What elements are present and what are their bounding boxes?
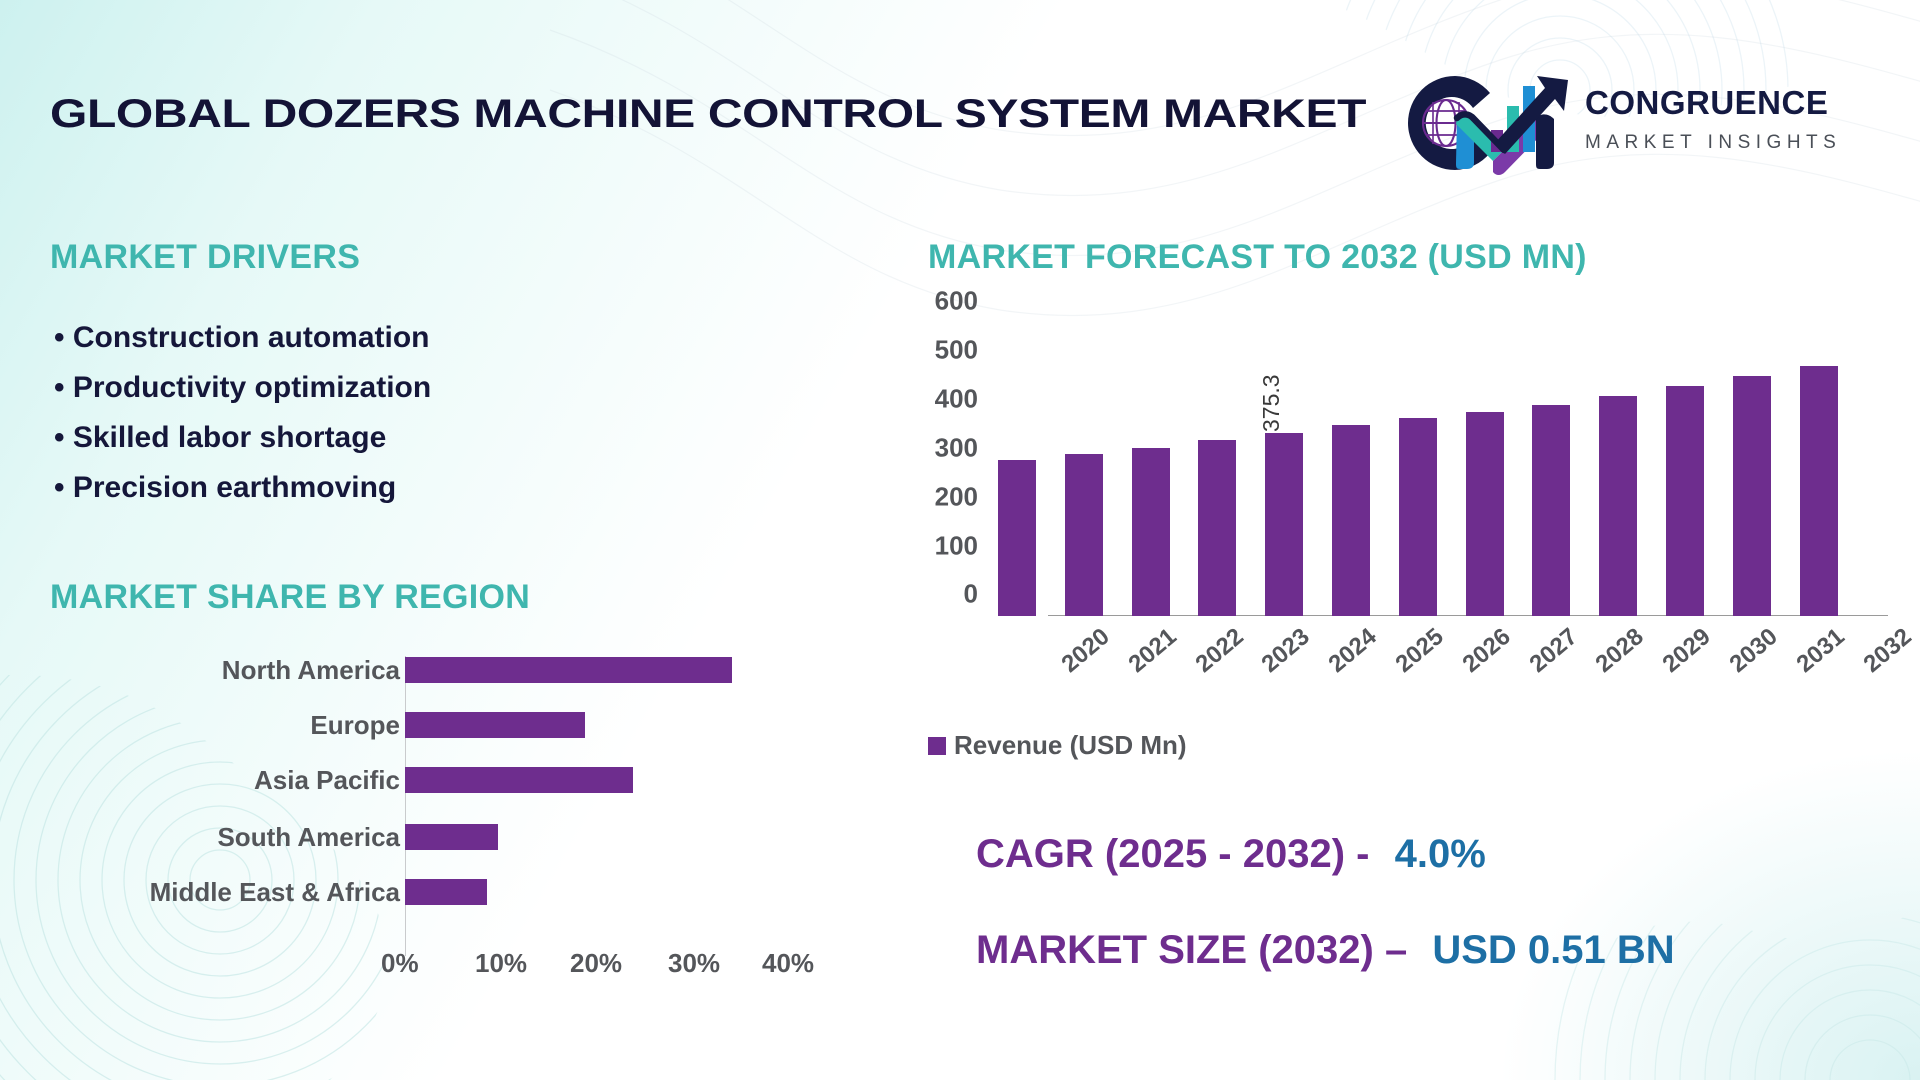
svg-text:MARKET INSIGHTS: MARKET INSIGHTS (1585, 132, 1841, 153)
svg-text:CONGRUENCE: CONGRUENCE (1585, 84, 1828, 121)
